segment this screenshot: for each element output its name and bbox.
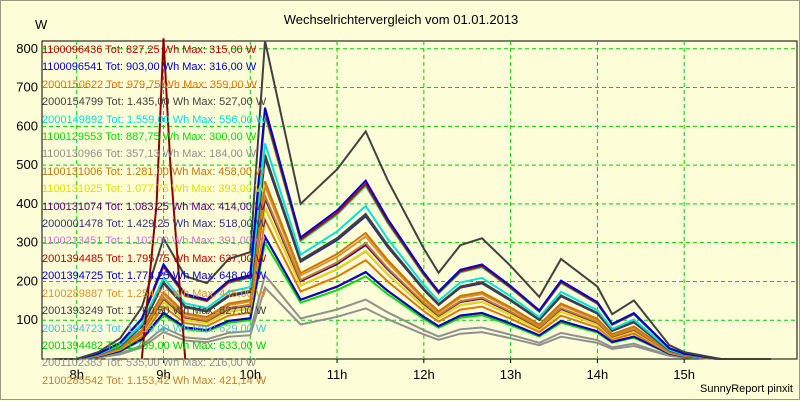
x-tick-label: 12h — [413, 367, 435, 382]
series-line — [55, 40, 771, 360]
legend-item: 1100213451 Tot: 1.102,00 Wh Max: 391,00 … — [42, 235, 266, 248]
legend-item: 2000149892 Tot: 1.559,00 Wh Max: 556,00 … — [42, 113, 267, 126]
y-tick-label: 100 — [16, 312, 38, 327]
grid — [42, 41, 797, 359]
legend-item: 2001394482 Tot: 1.759,00 Wh Max: 633,00 … — [42, 339, 267, 352]
legend: 1100096436 Tot: 827,25 Wh Max: 315,00 W 1… — [42, 42, 266, 390]
legend-item: 2100289887 Tot: 1.254,50 Wh Max: 445,00 … — [42, 287, 267, 300]
x-tick-label: 13h — [500, 367, 522, 382]
legend-item: 2001394725 Tot: 1.774,25 Wh Max: 648,00 … — [42, 270, 267, 283]
legend-item: 2001394485 Tot: 1.795,75 Wh Max: 637,00 … — [42, 252, 267, 265]
legend-item: 2000150622 Tot: 979,75 Wh Max: 359,00 W — [42, 78, 258, 91]
legend-item: 1100131025 Tot: 1.077,75 Wh Max: 393,00 … — [42, 183, 266, 196]
y-tick-label: 200 — [16, 273, 38, 288]
series-line — [55, 143, 771, 360]
y-axis-unit: W — [35, 17, 48, 32]
legend-item: 2001394723 Tot: 1.719,00 Wh Max: 629,00 … — [42, 322, 267, 335]
legend-item: 2000001478 Tot: 1.429,25 Wh Max: 518,00 … — [42, 218, 267, 231]
legend-item: 1100129553 Tot: 887,75 Wh Max: 300,00 W — [42, 131, 257, 144]
legend-item: 2100285542 Tot: 1.153,42 Wh Max: 421,14 … — [42, 374, 267, 387]
series-line — [55, 191, 771, 360]
x-tick-label: 9h — [156, 367, 170, 382]
x-tick-label: 8h — [69, 367, 83, 382]
x-tick-label: 14h — [587, 367, 609, 382]
y-tick-label: 300 — [16, 235, 38, 250]
series-line — [55, 154, 771, 360]
legend-item: 2001102383 Tot: 535,00 Wh Max: 216,00 W — [42, 357, 257, 370]
series-line — [55, 285, 771, 360]
y-tick-label: 700 — [16, 80, 38, 95]
legend-item: 1100130966 Tot: 357,13 Wh Max: 184,00 W — [42, 148, 257, 161]
x-tick-label: 15h — [673, 367, 695, 382]
footer-credit: SunnyReport pinxit — [700, 383, 793, 395]
series-group — [55, 38, 771, 360]
series-line — [55, 203, 771, 360]
series-line — [55, 233, 771, 360]
series-line — [55, 216, 771, 360]
chart-title: Wechselrichtervergleich vom 01.01.2013 — [283, 12, 519, 27]
x-tick-label: 11h — [327, 367, 348, 382]
series-line — [55, 273, 771, 360]
series-line-spike — [140, 38, 187, 360]
series-line — [55, 181, 771, 360]
y-tick-label: 600 — [16, 118, 38, 133]
series-line — [55, 107, 771, 360]
y-tick-label: 400 — [16, 196, 38, 211]
legend-item: 1100131074 Tot: 1.083,25 Wh Max: 414,00 … — [42, 200, 266, 213]
legend-item: 2000154799 Tot: 1.435,00 Wh Max: 527,00 … — [42, 96, 267, 109]
axis-ticks: 100 200 300 400 500 600 700 800 8h 9h 10h 11h 12h 13h… — [16, 41, 695, 382]
legend-item: 2001393249 Tot: 1.760,50 Wh Max: 827,00 … — [42, 305, 267, 318]
legend-item: 1100131006 Tot: 1.281,00 Wh Max: 458,00 … — [42, 165, 266, 178]
y-tick-label: 800 — [16, 41, 38, 56]
legend-item: 1100096436 Tot: 827,25 Wh Max: 315,00 W — [42, 44, 257, 56]
x-tick-label: 10h — [239, 367, 261, 382]
legend-item: 1100096541 Tot: 903,00 Wh Max: 316,00 W — [42, 61, 257, 74]
y-tick-label: 500 — [16, 157, 38, 172]
